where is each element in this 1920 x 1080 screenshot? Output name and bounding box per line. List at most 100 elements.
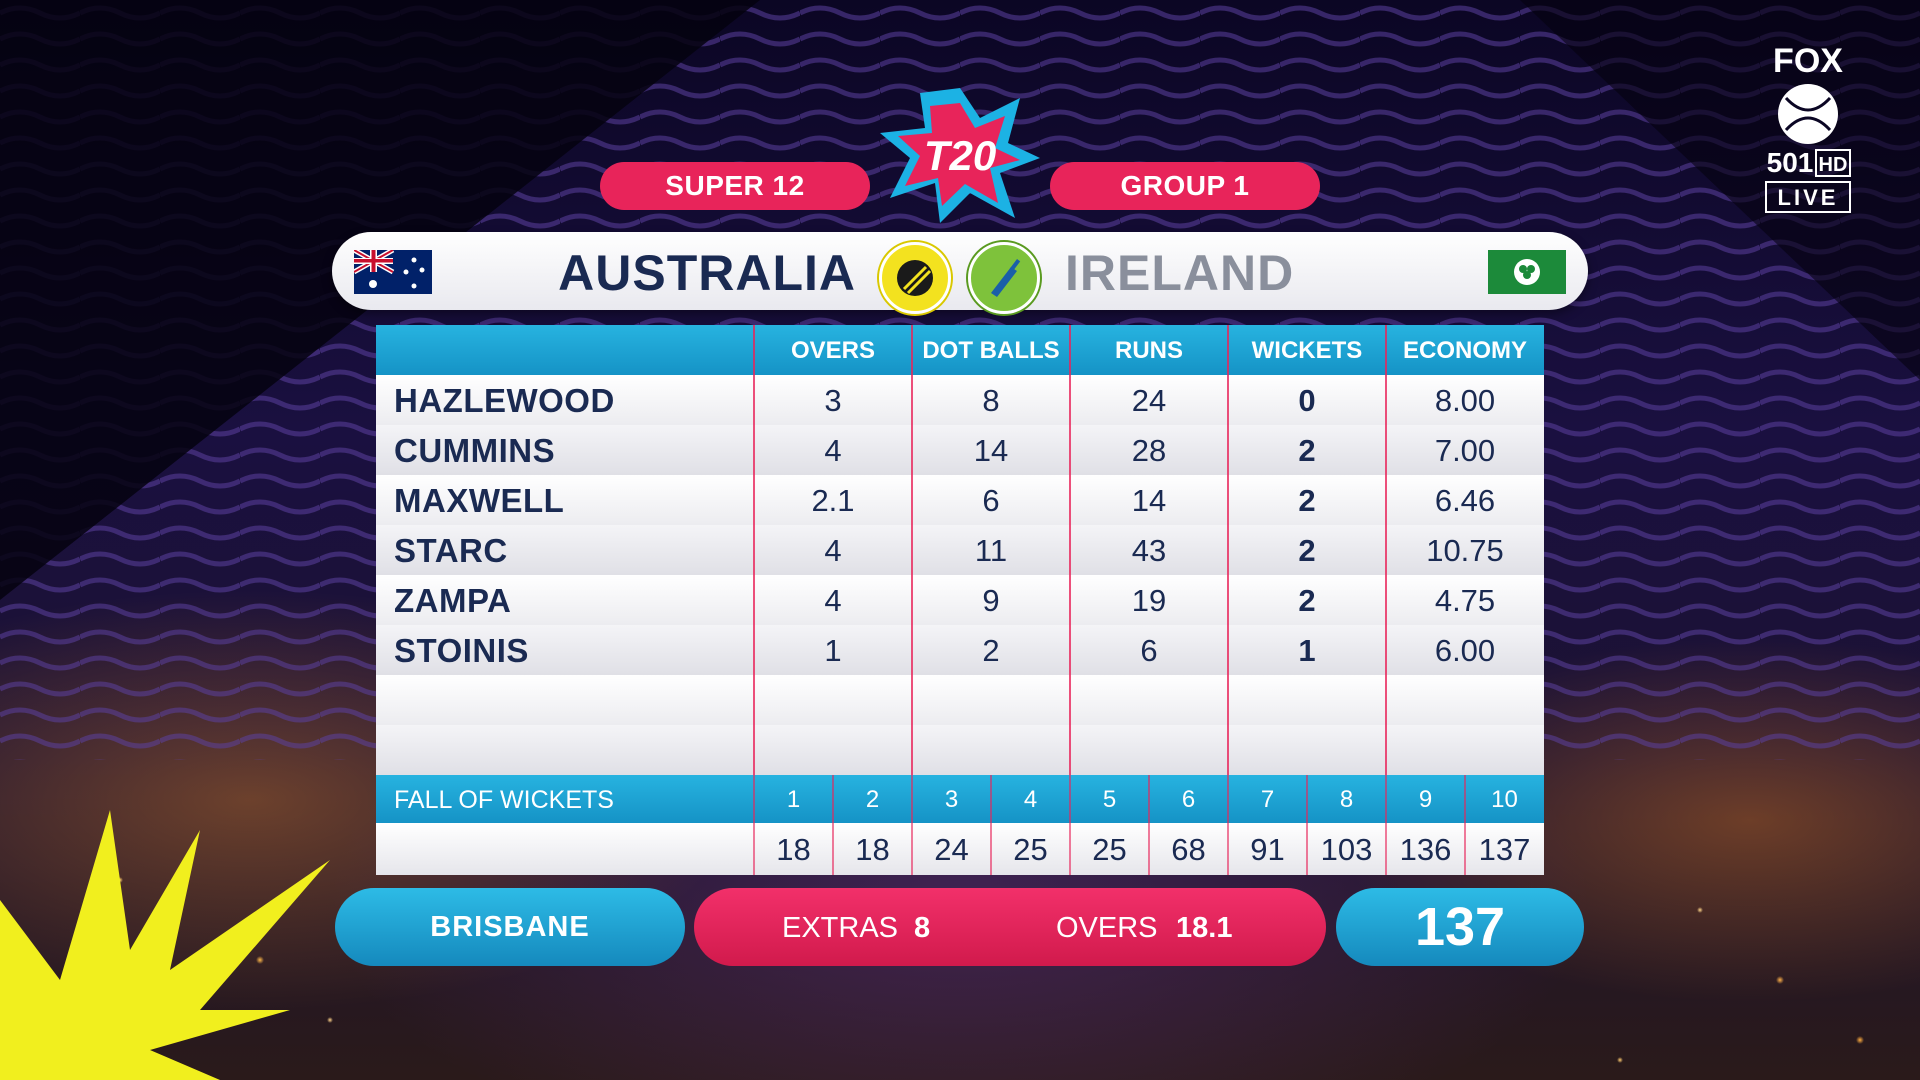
runs-value: 43 bbox=[1131, 533, 1167, 568]
teams-bar: AUSTRALIA IRELAND bbox=[332, 232, 1588, 314]
wicket-number: 7 bbox=[1260, 786, 1275, 813]
home-team-name: AUSTRALIA bbox=[558, 245, 856, 301]
dot-balls-value: 2 bbox=[982, 633, 1000, 668]
table-row: STOINIS 1 2 6 1 6.00 bbox=[376, 625, 1544, 675]
wicket-score: 103 bbox=[1320, 832, 1373, 867]
overs-value: 18.1 bbox=[1176, 912, 1233, 944]
stage-badge: SUPER 12 bbox=[600, 162, 870, 210]
wicket-score: 91 bbox=[1250, 832, 1285, 867]
column-header-economy: ECONOMY bbox=[1402, 337, 1527, 364]
overs-value: 3 bbox=[824, 383, 842, 418]
wicket-number: 5 bbox=[1102, 786, 1117, 813]
runs-value: 28 bbox=[1131, 433, 1167, 468]
column-divider bbox=[753, 775, 755, 875]
bowler-name: STARC bbox=[394, 532, 508, 569]
overs-value: 4 bbox=[824, 583, 842, 618]
table-row: STARC 4 11 43 2 10.75 bbox=[376, 525, 1544, 575]
dot-balls-value: 14 bbox=[973, 433, 1009, 468]
wicket-score: 24 bbox=[934, 832, 969, 867]
live-badge: LIVE bbox=[1778, 185, 1839, 210]
wicket-number: 2 bbox=[865, 786, 880, 813]
economy-value: 8.00 bbox=[1434, 383, 1496, 418]
channel-number: 501 bbox=[1767, 147, 1814, 178]
dot-balls-value: 6 bbox=[982, 483, 1000, 518]
away-team-name: IRELAND bbox=[1065, 245, 1295, 301]
logo-text: T20 bbox=[924, 132, 996, 179]
fox-cricket-logo: FOX 501 HD LIVE bbox=[1765, 42, 1851, 213]
extras-value: 8 bbox=[914, 912, 931, 944]
table-row-empty bbox=[376, 725, 1544, 775]
fox-brand-text: FOX bbox=[1773, 42, 1843, 80]
wickets-value: 0 bbox=[1298, 383, 1316, 418]
wicket-score: 137 bbox=[1478, 832, 1531, 867]
overs-value: 1 bbox=[824, 633, 842, 668]
column-divider bbox=[1227, 325, 1229, 775]
wicket-score: 18 bbox=[776, 832, 811, 867]
t20-world-cup-logo: T20 bbox=[880, 88, 1040, 223]
bowling-scorecard: OVERS DOT BALLS RUNS WICKETS ECONOMY HAZ… bbox=[376, 325, 1544, 875]
column-header-dot-balls: DOT BALLS bbox=[922, 337, 1060, 364]
wicket-number: 6 bbox=[1181, 786, 1196, 813]
extras-overs-bar: EXTRAS 8 OVERS 18.1 bbox=[694, 888, 1326, 966]
runs-value: 19 bbox=[1131, 583, 1167, 618]
economy-value: 10.75 bbox=[1426, 533, 1504, 568]
column-divider bbox=[1385, 325, 1387, 775]
column-divider bbox=[1306, 775, 1308, 875]
wicket-score: 18 bbox=[855, 832, 890, 867]
wickets-value: 2 bbox=[1298, 583, 1316, 618]
column-divider bbox=[1464, 775, 1466, 875]
yellow-burst-graphic bbox=[0, 810, 330, 1080]
wickets-value: 2 bbox=[1298, 433, 1316, 468]
table-header: OVERS DOT BALLS RUNS WICKETS ECONOMY bbox=[376, 325, 1544, 375]
bowler-name: HAZLEWOOD bbox=[394, 382, 615, 419]
economy-value: 6.46 bbox=[1434, 483, 1496, 518]
hd-badge: HD bbox=[1819, 154, 1848, 176]
table-row: MAXWELL 2.1 6 14 2 6.46 bbox=[376, 475, 1544, 525]
column-divider bbox=[832, 775, 834, 875]
dot-balls-value: 11 bbox=[974, 533, 1008, 568]
column-divider bbox=[1227, 775, 1229, 875]
bowler-name: CUMMINS bbox=[394, 432, 556, 469]
wicket-number: 4 bbox=[1023, 786, 1038, 813]
ball-icon bbox=[879, 242, 951, 314]
column-header-runs: RUNS bbox=[1114, 337, 1183, 364]
wicket-score: 68 bbox=[1171, 832, 1206, 867]
column-divider bbox=[1069, 325, 1071, 775]
economy-value: 6.00 bbox=[1434, 633, 1496, 668]
column-header-overs: OVERS bbox=[790, 337, 876, 364]
fall-of-wickets-label: FALL OF WICKETS bbox=[394, 786, 614, 814]
column-divider bbox=[1148, 775, 1150, 875]
column-divider bbox=[990, 775, 992, 875]
table-row-empty bbox=[376, 675, 1544, 725]
wickets-value: 1 bbox=[1298, 633, 1316, 668]
wicket-number: 9 bbox=[1418, 786, 1433, 813]
runs-value: 24 bbox=[1131, 383, 1167, 418]
bowler-name: MAXWELL bbox=[394, 482, 565, 519]
wickets-value: 2 bbox=[1298, 483, 1316, 518]
wicket-number: 10 bbox=[1491, 786, 1518, 813]
overs-label: OVERS bbox=[1056, 912, 1158, 944]
column-divider bbox=[1069, 775, 1071, 875]
economy-value: 7.00 bbox=[1434, 433, 1496, 468]
table-row: ZAMPA 4 9 19 2 4.75 bbox=[376, 575, 1544, 625]
extras-label: EXTRAS bbox=[782, 912, 899, 944]
bat-icon bbox=[968, 242, 1040, 314]
dot-balls-value: 9 bbox=[982, 583, 1000, 618]
wicket-score: 136 bbox=[1399, 832, 1452, 867]
wicket-number: 1 bbox=[786, 786, 801, 813]
fall-of-wickets-scores: 18 18 24 25 25 68 91 103 136 137 bbox=[376, 823, 1544, 875]
australia-flag-icon bbox=[354, 250, 432, 294]
economy-value: 4.75 bbox=[1434, 583, 1496, 618]
ireland-flag-icon bbox=[1488, 250, 1566, 294]
wicket-score: 25 bbox=[1092, 832, 1127, 867]
column-divider bbox=[753, 325, 755, 775]
wicket-score: 25 bbox=[1013, 832, 1048, 867]
runs-value: 14 bbox=[1131, 483, 1167, 518]
bowler-name: ZAMPA bbox=[394, 582, 512, 619]
total-score: 137 bbox=[1336, 888, 1584, 966]
venue-badge: BRISBANE bbox=[335, 888, 685, 966]
wicket-number: 8 bbox=[1339, 786, 1354, 813]
column-divider bbox=[911, 325, 913, 775]
overs-value: 2.1 bbox=[811, 483, 855, 518]
table-row: CUMMINS 4 14 28 2 7.00 bbox=[376, 425, 1544, 475]
